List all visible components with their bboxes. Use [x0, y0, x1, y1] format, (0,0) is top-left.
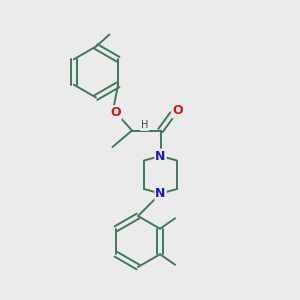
Text: H: H — [141, 120, 148, 130]
Text: O: O — [172, 104, 183, 118]
Text: N: N — [155, 187, 166, 200]
Text: N: N — [155, 149, 166, 163]
Text: O: O — [110, 106, 121, 119]
